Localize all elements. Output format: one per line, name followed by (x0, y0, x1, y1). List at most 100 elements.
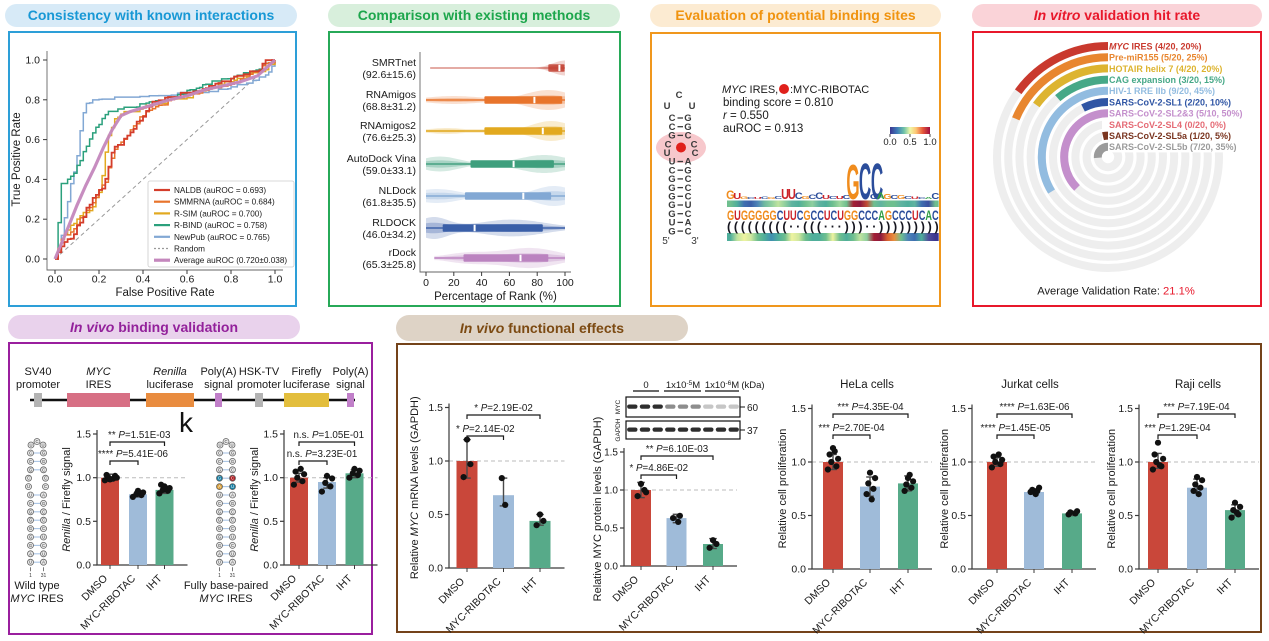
svg-text:C: C (669, 122, 676, 133)
svg-text:Relative MYC mRNA levels (GAPD: Relative MYC mRNA levels (GAPDH) (409, 396, 421, 579)
svg-text:C: C (231, 526, 234, 531)
svg-text:Renilla / Firefly signal: Renilla / Firefly signal (61, 447, 73, 552)
svg-text:SARS-CoV-2-SL4 (0/20, 0%): SARS-CoV-2-SL4 (0/20, 0%) (1109, 120, 1226, 130)
svg-text:1x10-6M: 1x10-6M (705, 380, 739, 391)
svg-text:G: G (29, 543, 32, 548)
svg-text:IHT: IHT (888, 576, 909, 597)
svg-text:*** P=4.35E-04: *** P=4.35E-04 (837, 402, 904, 413)
svg-text:MYC IRES (4/20, 20%): MYC IRES (4/20, 20%) (1109, 41, 1202, 51)
svg-text:C: C (42, 526, 45, 531)
svg-text:promoter: promoter (237, 379, 281, 391)
svg-text:1.0: 1.0 (1118, 457, 1133, 469)
svg-text:G: G (29, 518, 32, 523)
svg-text:NLDock: NLDock (379, 185, 417, 197)
svg-text:G: G (218, 526, 221, 531)
svg-text:C: C (685, 192, 692, 203)
svg-text:RNAmigos: RNAmigos (366, 89, 416, 101)
svg-text:0.4: 0.4 (25, 174, 40, 186)
svg-text:C: C (685, 183, 692, 194)
svg-text:0.0: 0.0 (791, 564, 806, 576)
svg-text:C: C (829, 195, 837, 200)
svg-text:G: G (668, 209, 675, 220)
svg-text:C: C (747, 197, 755, 200)
svg-text:SMRTnet: SMRTnet (372, 57, 416, 69)
svg-text:1.5: 1.5 (263, 429, 278, 441)
svg-text:G: G (29, 526, 32, 531)
svg-text:60: 60 (504, 277, 516, 289)
svg-text:31: 31 (41, 573, 47, 579)
svg-text:31: 31 (230, 573, 236, 579)
svg-text:C: C (859, 155, 871, 211)
svg-text:CAG expansion (3/20, 15%): CAG expansion (3/20, 15%) (1109, 75, 1225, 85)
svg-text:G: G (42, 501, 45, 506)
svg-text:0.8: 0.8 (25, 94, 40, 106)
svg-text:k: k (179, 407, 194, 438)
svg-text::MYC-RIBOTAC: :MYC-RIBOTAC (790, 84, 869, 96)
svg-text:Relative cell proliferation: Relative cell proliferation (939, 429, 951, 549)
svg-text:C: C (904, 195, 912, 200)
svg-text:C: C (669, 113, 676, 124)
svg-text:0.6: 0.6 (25, 134, 40, 146)
svg-text:C: C (843, 194, 852, 200)
svg-text:MYC IRES,: MYC IRES, (722, 84, 778, 96)
svg-text:C: C (42, 543, 45, 548)
svg-text:C: C (871, 155, 883, 211)
svg-text:Poly(A): Poly(A) (332, 366, 368, 378)
svg-text:(76.6±25.3): (76.6±25.3) (362, 132, 416, 144)
svg-text:Relative MYC protein levels (G: Relative MYC protein levels (GAPDH) (592, 417, 604, 602)
svg-text:C: C (44, 476, 47, 481)
svg-text:0.0: 0.0 (25, 254, 40, 266)
svg-text:U: U (230, 443, 233, 448)
svg-text:0.5: 0.5 (951, 510, 966, 522)
svg-text:1.5: 1.5 (951, 403, 966, 415)
svg-text:IRES: IRES (86, 379, 112, 391)
svg-text:DMSO: DMSO (966, 577, 997, 608)
svg-text:C: C (669, 165, 676, 176)
svg-text:1.0: 1.0 (25, 55, 40, 67)
svg-text:G: G (668, 192, 675, 203)
svg-text:1.5: 1.5 (1118, 403, 1133, 415)
svg-text:HeLa cells: HeLa cells (840, 379, 894, 391)
svg-text:U: U (29, 493, 32, 498)
svg-text:(59.0±33.1): (59.0±33.1) (362, 165, 416, 177)
svg-text:(92.6±15.6): (92.6±15.6) (362, 69, 416, 81)
svg-text:* P=4.86E-02: * P=4.86E-02 (629, 463, 688, 474)
svg-text:1: 1 (29, 573, 32, 579)
svg-text:G: G (684, 113, 691, 124)
svg-text:Renilla / Firefly signal: Renilla / Firefly signal (249, 447, 261, 552)
svg-text:C: C (918, 197, 926, 200)
svg-text:1.0: 1.0 (428, 456, 443, 468)
svg-text:MYC: MYC (86, 366, 111, 378)
svg-text:G: G (740, 196, 749, 200)
svg-text:U: U (231, 551, 234, 556)
svg-text:37: 37 (747, 426, 759, 437)
svg-text:* P=2.19E-02: * P=2.19E-02 (474, 403, 533, 414)
svg-text:A: A (925, 197, 933, 200)
svg-text:Firefly: Firefly (292, 366, 322, 378)
svg-text:0.2: 0.2 (92, 274, 107, 286)
svg-text:* P=2.14E-02: * P=2.14E-02 (456, 424, 515, 435)
svg-text:1.0: 1.0 (263, 472, 278, 484)
svg-text:0.0: 0.0 (883, 137, 896, 148)
svg-text:C: C (231, 509, 234, 514)
svg-text:3': 3' (691, 236, 699, 247)
svg-text:0.5: 0.5 (1118, 510, 1133, 522)
svg-text:*** P=7.19E-04: *** P=7.19E-04 (1163, 402, 1230, 413)
svg-text:C: C (665, 139, 672, 150)
svg-text:**** P=1.45E-05: **** P=1.45E-05 (980, 423, 1051, 434)
svg-text:(kDa): (kDa) (741, 380, 764, 391)
svg-text:IHT: IHT (520, 575, 541, 596)
svg-text:C: C (224, 439, 227, 444)
svg-text:U: U (29, 560, 32, 565)
svg-text:U: U (42, 535, 45, 540)
svg-text:DMSO: DMSO (1127, 577, 1158, 608)
svg-text:20: 20 (448, 277, 460, 289)
svg-text:U: U (231, 484, 234, 489)
svg-text:U: U (218, 443, 221, 448)
svg-text:(46.0±34.2): (46.0±34.2) (362, 229, 416, 241)
svg-text:1.5: 1.5 (428, 402, 443, 414)
svg-text:0.8: 0.8 (224, 274, 239, 286)
svg-text:U: U (27, 484, 30, 489)
svg-text:100: 100 (556, 277, 574, 289)
svg-text:A: A (685, 157, 692, 168)
